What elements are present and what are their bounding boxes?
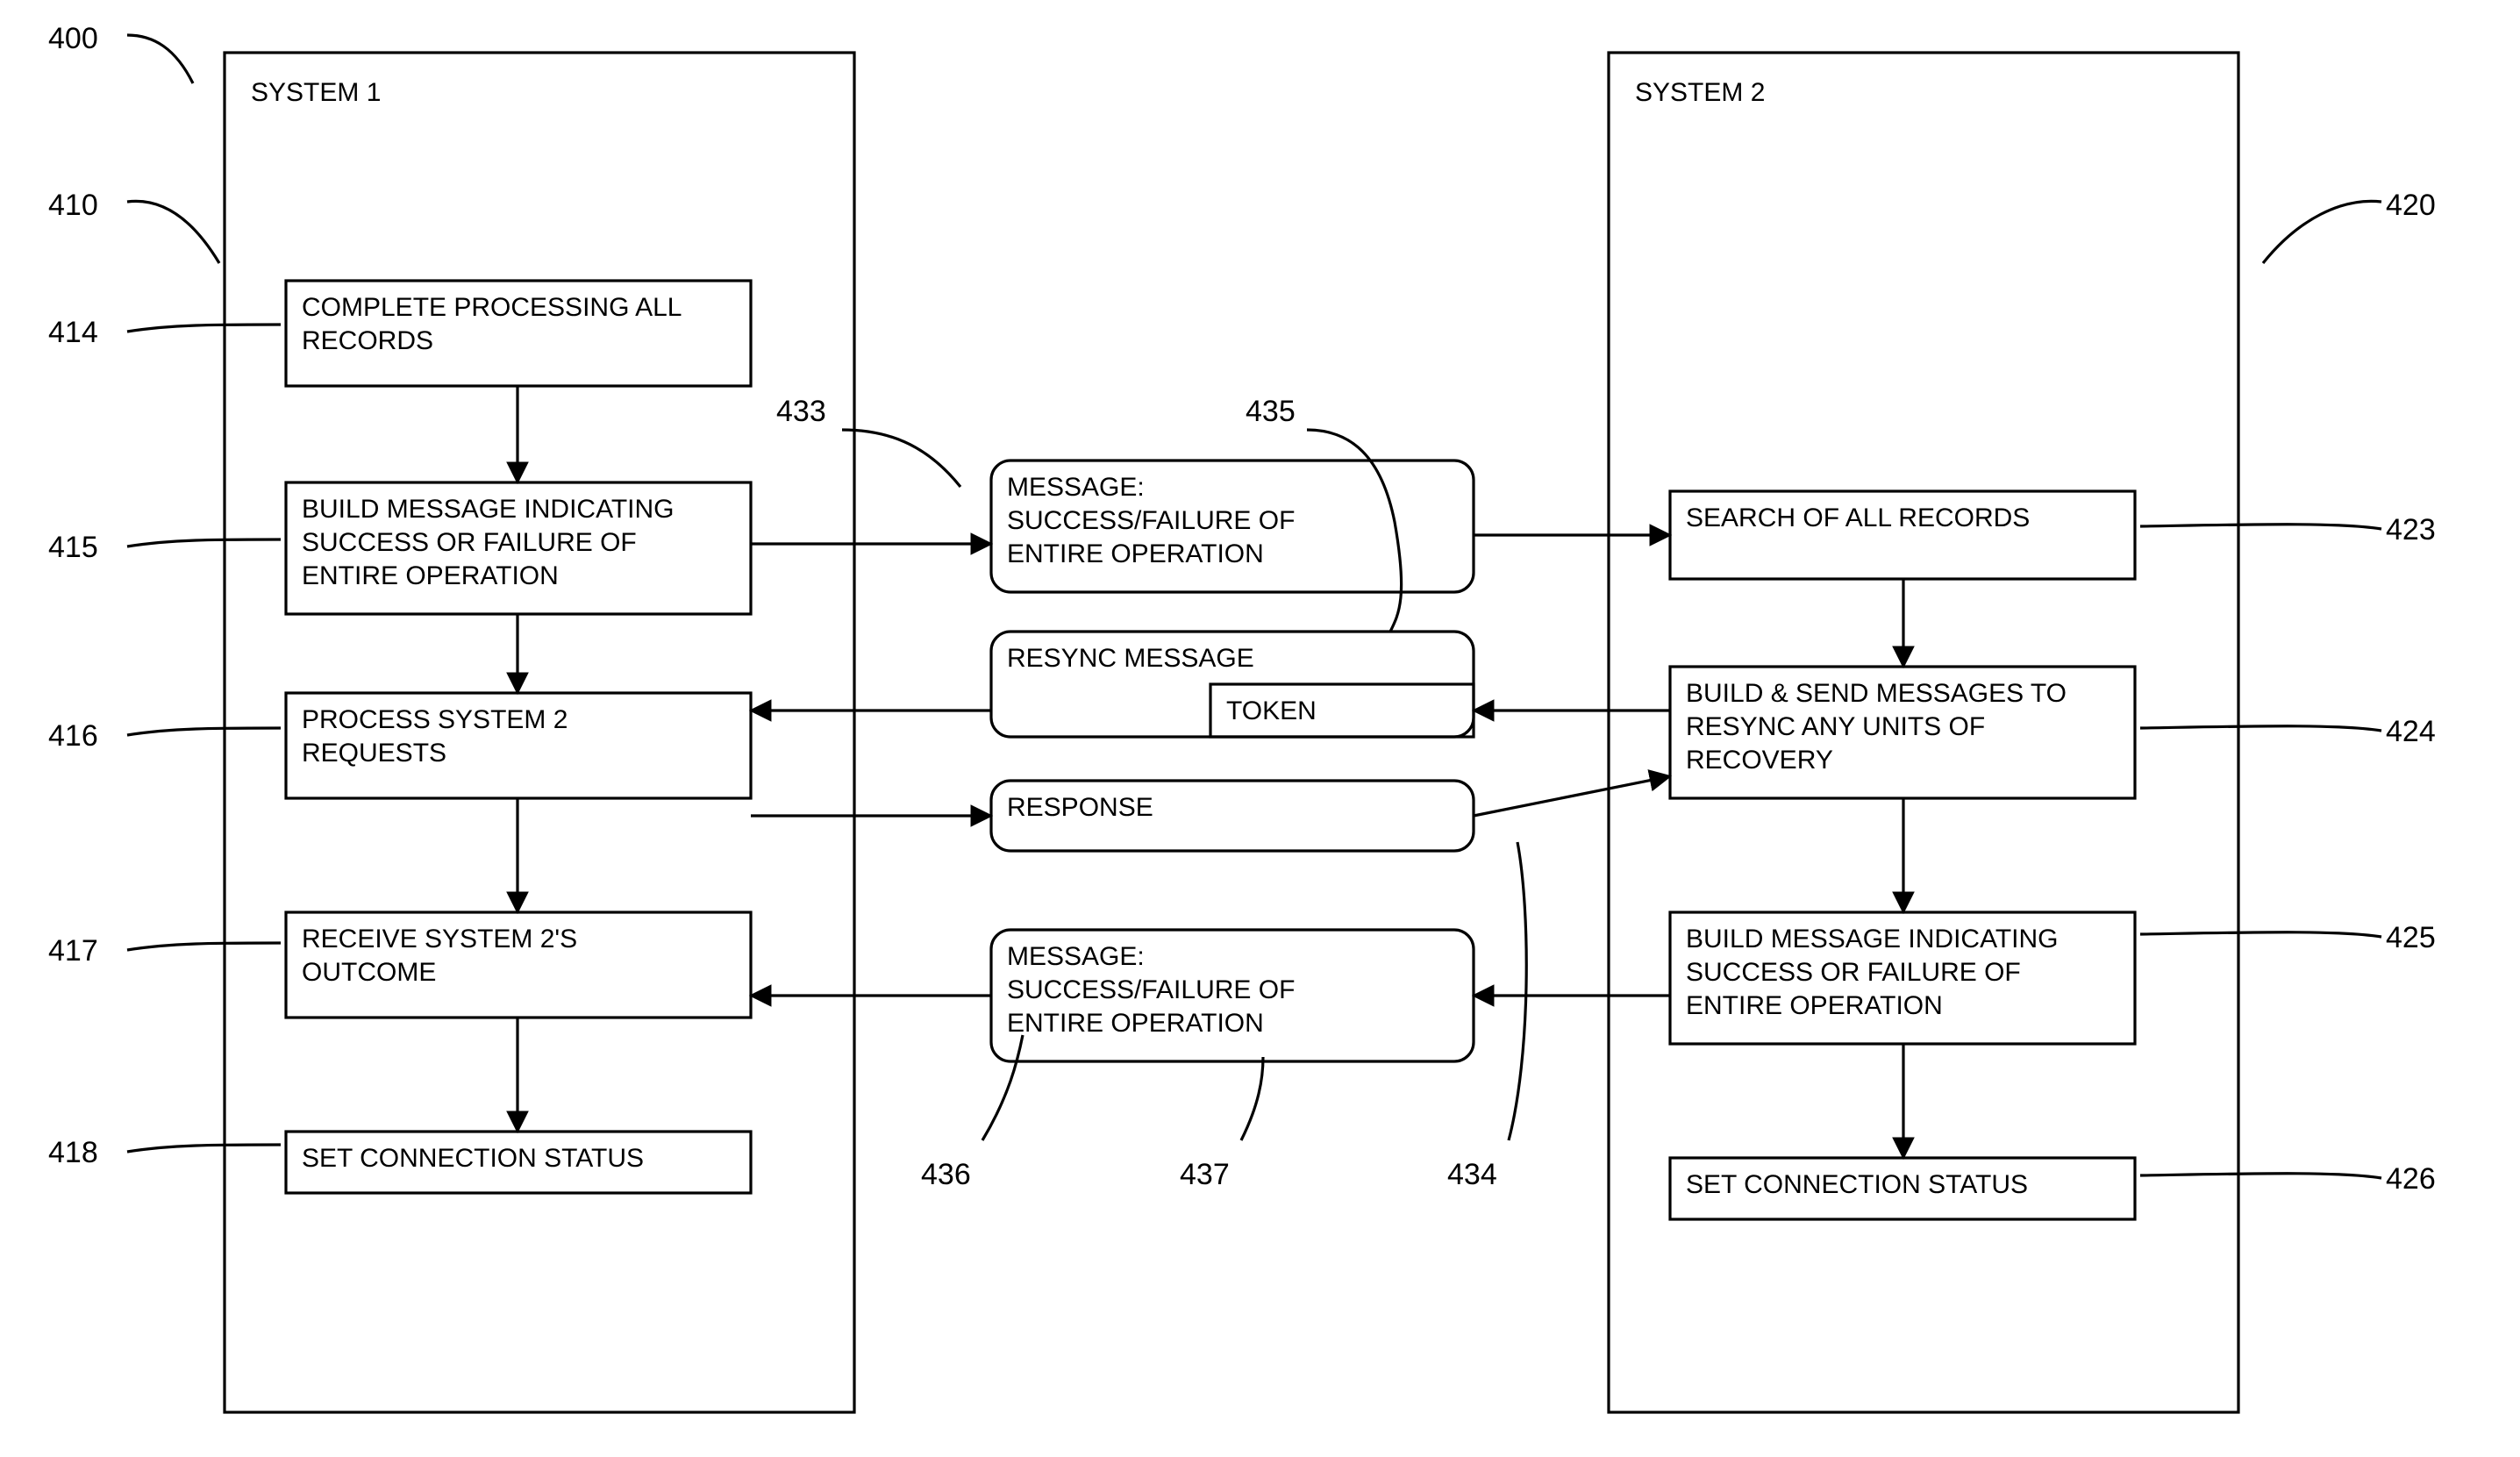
label-l417: 417 — [48, 934, 98, 968]
box-b425-line1: SUCCESS OR FAILURE OF — [1686, 958, 2021, 987]
box-b415-line0: BUILD MESSAGE INDICATING — [302, 495, 675, 524]
lead-c425 — [2140, 932, 2381, 937]
label-l424: 424 — [2386, 715, 2436, 748]
label-l425: 425 — [2386, 921, 2436, 954]
box-b417-line0: RECEIVE SYSTEM 2'S — [302, 925, 577, 953]
label-l416: 416 — [48, 719, 98, 753]
system2-title: SYSTEM 2 — [1635, 78, 1765, 107]
msg-m433-line0: MESSAGE: — [1007, 473, 1145, 502]
label-l437: 437 — [1180, 1158, 1230, 1191]
lead-c420 — [2263, 201, 2381, 263]
lead-c414 — [127, 325, 281, 332]
lead-c418 — [127, 1145, 281, 1152]
label-l414: 414 — [48, 316, 98, 349]
label-l426: 426 — [2386, 1162, 2436, 1196]
msg-m433-line1: SUCCESS/FAILURE OF — [1007, 506, 1295, 535]
msg-m437-line2: ENTIRE OPERATION — [1007, 1009, 1264, 1038]
lead-c437 — [1241, 1057, 1263, 1140]
box-b414-line1: RECORDS — [302, 326, 433, 355]
msg-m437-line0: MESSAGE: — [1007, 942, 1145, 971]
box-b416-line0: PROCESS SYSTEM 2 — [302, 705, 568, 734]
box-b425-line0: BUILD MESSAGE INDICATING — [1686, 925, 2059, 953]
label-l418: 418 — [48, 1136, 98, 1169]
lead-c436 — [982, 1035, 1023, 1140]
lead-c426 — [2140, 1174, 2381, 1178]
system1-title: SYSTEM 1 — [251, 78, 381, 107]
lead-c415 — [127, 539, 281, 546]
lead-c416 — [127, 728, 281, 735]
lead-c434 — [1509, 842, 1526, 1140]
label-l420: 420 — [2386, 189, 2436, 222]
lead-c433 — [842, 430, 960, 487]
box-b423-line0: SEARCH OF ALL RECORDS — [1686, 504, 2030, 532]
label-l435: 435 — [1246, 395, 1296, 428]
box-b426-line0: SET CONNECTION STATUS — [1686, 1170, 2028, 1199]
box-b415-line1: SUCCESS OR FAILURE OF — [302, 528, 637, 557]
box-b416-line1: REQUESTS — [302, 739, 446, 768]
msg-m437-line1: SUCCESS/FAILURE OF — [1007, 975, 1295, 1004]
label-l436: 436 — [921, 1158, 971, 1191]
lead-c424 — [2140, 726, 2381, 731]
label-l415: 415 — [48, 531, 98, 564]
box-b417-line1: OUTCOME — [302, 958, 436, 987]
msg-m433-line2: ENTIRE OPERATION — [1007, 539, 1264, 568]
box-b415-line2: ENTIRE OPERATION — [302, 561, 559, 590]
box-b424-line2: RECOVERY — [1686, 746, 1833, 775]
box-b424-line1: RESYNC ANY UNITS OF — [1686, 712, 1985, 741]
arrow-a_m436_424 — [1474, 776, 1670, 816]
box-b424-line0: BUILD & SEND MESSAGES TO — [1686, 679, 2067, 708]
label-l433: 433 — [776, 395, 826, 428]
msg-m436-line0: RESPONSE — [1007, 793, 1153, 822]
msg-m435-line0: RESYNC MESSAGE — [1007, 644, 1254, 673]
msg-m435_token-line0: TOKEN — [1226, 696, 1317, 725]
label-l423: 423 — [2386, 513, 2436, 546]
lead-c417 — [127, 943, 281, 950]
label-l434: 434 — [1447, 1158, 1497, 1191]
lead-c400 — [127, 35, 193, 83]
label-l400: 400 — [48, 22, 98, 55]
lead-c423 — [2140, 525, 2381, 529]
label-l410: 410 — [48, 189, 98, 222]
box-b418-line0: SET CONNECTION STATUS — [302, 1144, 644, 1173]
box-b414-line0: COMPLETE PROCESSING ALL — [302, 293, 682, 322]
box-b425-line2: ENTIRE OPERATION — [1686, 991, 1943, 1020]
lead-c410 — [127, 201, 219, 263]
